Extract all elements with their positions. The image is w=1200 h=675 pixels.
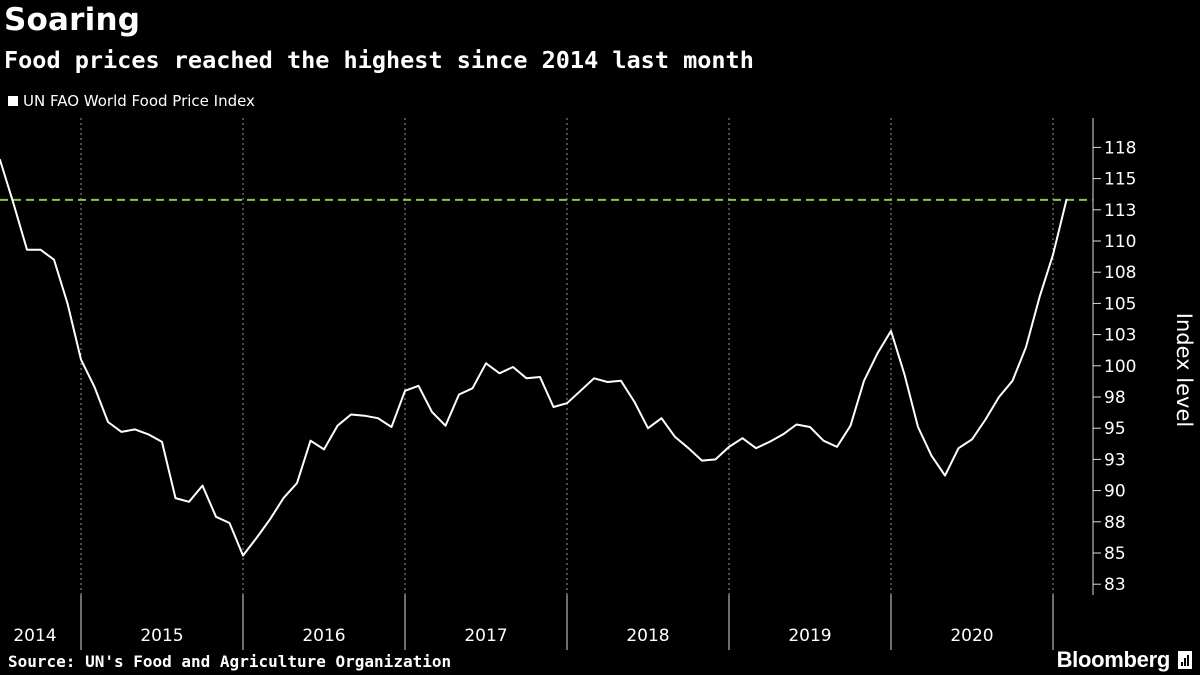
source-note: Source: UN's Food and Agriculture Organi…: [8, 652, 452, 671]
legend: UN FAO World Food Price Index: [8, 92, 255, 110]
y-tick-label-93: 93: [1104, 450, 1126, 470]
y-tick-label-98: 98: [1104, 388, 1126, 408]
y-tick-label-103: 103: [1104, 326, 1136, 346]
y-axis-title: Index level: [1172, 313, 1196, 427]
x-tick-label-2019: 2019: [788, 626, 831, 646]
y-tick-label-108: 108: [1104, 263, 1136, 283]
grid-layer: [80, 118, 1054, 595]
x-tick-label-2020: 2020: [950, 626, 993, 646]
y-tick-label-100: 100: [1104, 357, 1136, 377]
series-line-0: [0, 158, 1068, 557]
axis-layer: 2014 2015 2016 2017 2018 2019 2020 118 115 113 110…: [13, 118, 1196, 650]
x-tick-label-2015: 2015: [140, 626, 183, 646]
y-tick-label-95: 95: [1104, 419, 1126, 439]
x-tick-label-2016: 2016: [302, 626, 345, 646]
y-tick-label-110: 110: [1104, 232, 1136, 252]
y-tick-label-118: 118: [1104, 138, 1136, 158]
chart-subtitle: Food prices reached the highest since 20…: [4, 46, 754, 74]
series-layer: [0, 158, 1068, 557]
legend-swatch-icon: [8, 96, 18, 106]
y-tick-label-105: 105: [1104, 294, 1136, 314]
y-tick-label-90: 90: [1104, 482, 1126, 502]
y-tick-label-88: 88: [1104, 513, 1126, 533]
y-tick-label-83: 83: [1104, 575, 1126, 595]
chart-title: Soaring: [4, 2, 141, 38]
y-tick-label-113: 113: [1104, 201, 1136, 221]
bloomberg-terminal-icon: [1178, 651, 1192, 669]
x-tick-label-2018: 2018: [626, 626, 669, 646]
legend-label: UN FAO World Food Price Index: [23, 92, 255, 110]
brand-logo: Bloomberg: [1056, 647, 1171, 672]
x-tick-label-2014: 2014: [13, 626, 56, 646]
x-tick-label-2017: 2017: [464, 626, 507, 646]
y-tick-label-85: 85: [1104, 544, 1126, 564]
y-tick-label-115: 115: [1104, 170, 1136, 190]
